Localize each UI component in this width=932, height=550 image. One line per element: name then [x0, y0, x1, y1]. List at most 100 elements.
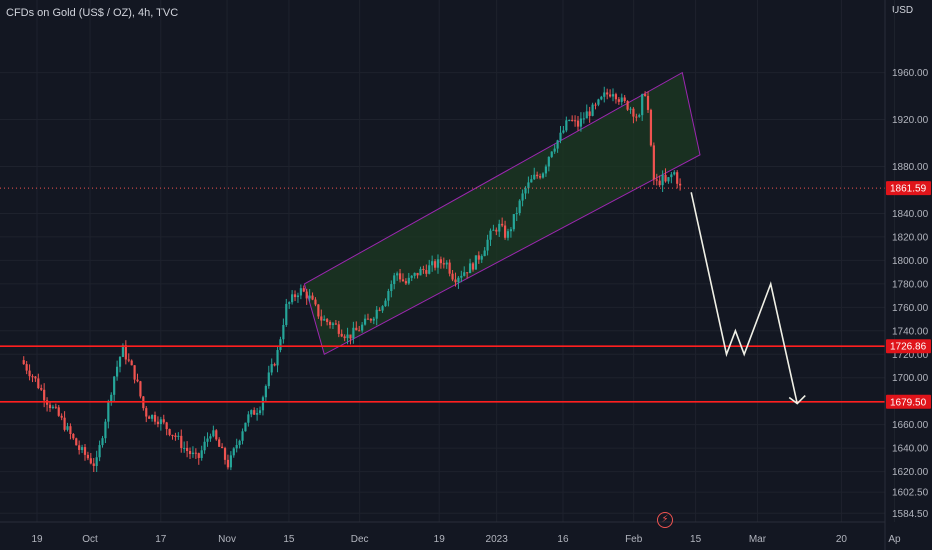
candle-body — [559, 132, 562, 141]
candle-body — [366, 318, 370, 320]
y-tick-label: 1660.00 — [892, 420, 929, 431]
candle-body — [139, 381, 142, 397]
candle-body — [253, 410, 256, 415]
projection-arrowhead — [788, 394, 806, 405]
candle-body — [328, 321, 332, 325]
candle-body — [267, 372, 270, 387]
candle-body — [165, 422, 168, 430]
candle-body — [209, 436, 212, 439]
candle-body — [361, 324, 364, 331]
candle-body — [352, 327, 355, 339]
candle-body — [515, 213, 518, 215]
candle-body — [349, 334, 352, 339]
candle-body — [492, 229, 495, 231]
candle-body — [107, 401, 110, 422]
candle-body — [541, 173, 545, 178]
candle-body — [614, 94, 618, 100]
candle-body — [98, 445, 101, 458]
candle-body — [396, 273, 399, 276]
current-price-label-box — [886, 181, 931, 196]
candle-body — [326, 319, 329, 322]
x-tick-label: Oct — [82, 534, 98, 545]
y-tick-label: 1640.00 — [892, 444, 929, 455]
candle-body — [256, 413, 259, 415]
candle-body — [658, 180, 661, 186]
rising-channel — [303, 71, 701, 356]
candle-body — [285, 303, 288, 326]
candle-body — [588, 111, 591, 116]
candle-body — [431, 261, 434, 266]
candle-body — [393, 275, 396, 285]
candle-body — [582, 118, 585, 120]
candle-body — [288, 302, 291, 304]
candle-body — [156, 421, 160, 425]
candle-body — [34, 376, 37, 379]
candle-body — [215, 430, 218, 440]
candle-body — [188, 451, 192, 455]
candle-body — [323, 319, 326, 321]
candle-body — [276, 350, 279, 366]
candle-body — [101, 438, 104, 446]
candle-body — [118, 356, 122, 367]
candle-body — [337, 324, 340, 334]
currency-label: USD — [892, 5, 914, 16]
candle-body — [60, 415, 63, 418]
candle-body — [183, 447, 186, 449]
candle-body — [635, 116, 638, 118]
candle-body — [404, 281, 407, 284]
candle-body — [646, 95, 650, 110]
candle-body — [334, 323, 337, 325]
candle-body — [445, 262, 448, 265]
candle-body — [270, 364, 273, 373]
candle-body — [241, 431, 244, 441]
candle-body — [498, 223, 501, 232]
candle-body — [486, 239, 489, 251]
x-tick-label: 2023 — [486, 534, 509, 545]
y-tick-label: 1584.50 — [892, 509, 929, 520]
candle-body — [258, 410, 262, 414]
x-tick-label: 19 — [31, 534, 43, 545]
candle-body — [524, 188, 527, 194]
candle-body — [194, 452, 197, 454]
candle-body — [512, 214, 515, 230]
candle-body — [381, 306, 384, 311]
candle-body — [509, 229, 513, 232]
candle-body — [168, 429, 171, 435]
candle-body — [51, 406, 55, 409]
candle-body — [186, 447, 189, 452]
candle-body — [644, 94, 647, 96]
level-price-label-box — [886, 339, 931, 354]
candle-body — [177, 435, 180, 437]
candle-body — [477, 255, 480, 260]
candle-body — [387, 291, 390, 301]
candle-body — [212, 430, 215, 437]
candle-body — [159, 419, 162, 425]
candle-body — [439, 259, 442, 264]
candle-body — [104, 421, 107, 439]
candle-body — [530, 179, 533, 183]
candle-body — [136, 379, 139, 382]
candle-body — [291, 294, 294, 303]
candle-body — [448, 262, 451, 274]
candle-body — [518, 200, 521, 214]
candle-body — [340, 333, 343, 337]
candle-body — [632, 108, 635, 117]
candle-body — [591, 104, 594, 116]
candle-body — [133, 365, 136, 380]
candle-body — [110, 394, 113, 402]
candle-body — [600, 96, 603, 100]
candle-body — [83, 447, 87, 455]
candle-body — [422, 268, 425, 271]
candle-body — [153, 414, 157, 422]
candle-body — [113, 376, 116, 395]
candle-body — [57, 407, 60, 416]
x-tick-label: 17 — [155, 534, 167, 545]
candle-body — [221, 446, 224, 449]
flash-icon[interactable]: ⚡ — [657, 512, 673, 528]
x-tick-label: 15 — [690, 534, 702, 545]
candle-body — [250, 410, 253, 415]
y-tick-label: 1840.00 — [892, 209, 929, 220]
candle-body — [673, 172, 676, 175]
candle-body — [180, 435, 183, 449]
